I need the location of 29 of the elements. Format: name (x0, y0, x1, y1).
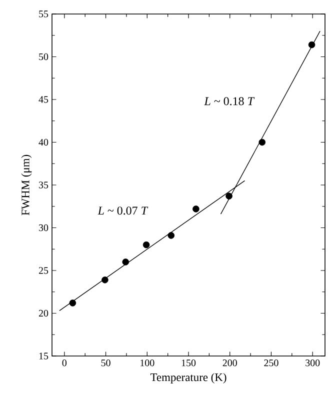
point (226, 192, 232, 200)
y-tick-label: 20 (38, 310, 48, 317)
point (142, 241, 150, 248)
x-tick-label: 150 (182, 360, 196, 366)
y-tick-label: 35 (39, 182, 48, 188)
x-axis-title: Temperature (K) (150, 373, 226, 384)
point (102, 276, 108, 284)
y-tick-label: 15 (39, 352, 48, 360)
point (192, 206, 200, 212)
x-tick-label: 0 (62, 360, 67, 366)
point (168, 232, 175, 239)
annotation: L ~ 0.07 T (98, 206, 148, 215)
point (308, 41, 316, 48)
y-axis-title: FWHM (μm) (21, 154, 32, 216)
y-tick-label: 25 (38, 267, 48, 274)
point (258, 138, 266, 146)
x-tick-label: 100 (140, 360, 154, 366)
point (69, 300, 76, 306)
point (122, 258, 130, 266)
x-tick-label: 250 (264, 360, 278, 366)
y-tick-label: 30 (39, 224, 48, 232)
y-tick-label: 50 (39, 53, 48, 60)
x-tick-label: 200 (222, 360, 237, 366)
y-tick-label: 45 (38, 96, 48, 103)
x-tick-label: 50 (101, 360, 110, 366)
annotation: L ~ 0.18 T (204, 97, 255, 106)
y-tick-label: 55 (39, 10, 48, 18)
y-tick-label: 40 (38, 138, 48, 146)
x-tick-label: 300 (306, 360, 320, 366)
